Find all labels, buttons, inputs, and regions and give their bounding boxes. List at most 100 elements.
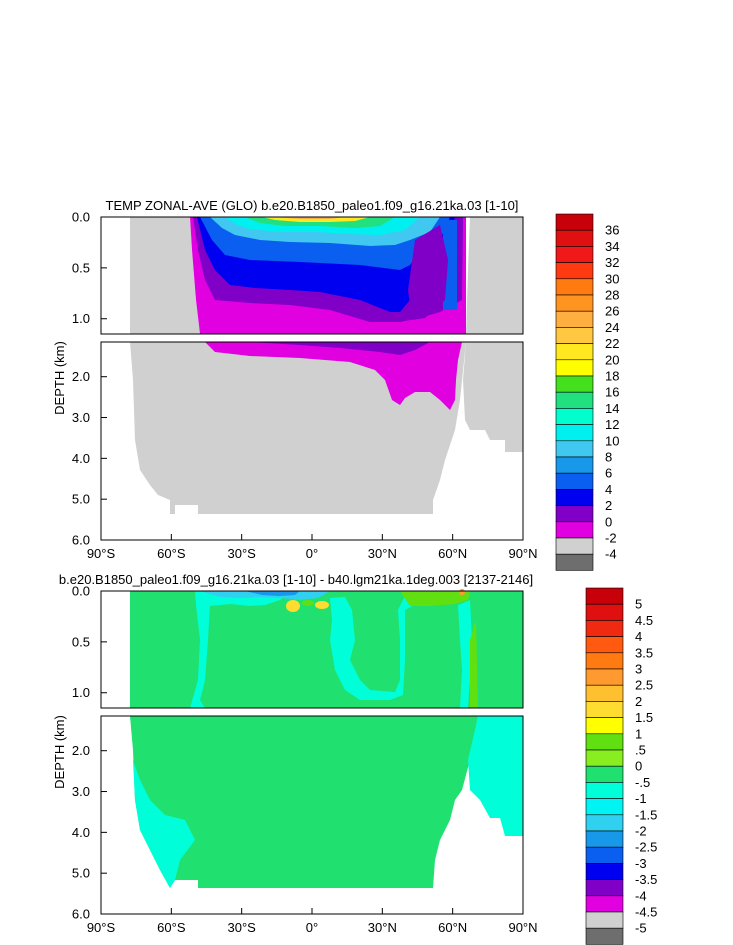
panel2-colorbar-label: 4.5 xyxy=(635,613,653,628)
panel2-ylabel: DEPTH (km) xyxy=(52,715,67,789)
panel1-title: TEMP ZONAL-AVE (GLO) b.e20.B1850_paleo1.… xyxy=(106,198,519,213)
temp-field-north-purple xyxy=(408,225,448,320)
panel2-colorbar-swatch xyxy=(585,701,624,718)
panel2-colorbar-swatch xyxy=(585,765,624,783)
panel1-colorbar-label: 32 xyxy=(605,255,619,270)
panel2-x-tick-label: 0° xyxy=(306,920,318,935)
panel2-upper-frame xyxy=(100,590,524,709)
diff-hot-spot xyxy=(459,589,465,595)
panel2-colorbar-swatch xyxy=(585,733,624,751)
panel2-colorbar-swatch xyxy=(585,846,624,864)
panel2-x-tick-label: 60°S xyxy=(157,920,186,935)
panel1-x-tick-label: 0° xyxy=(306,546,318,561)
panel2-colorbar-label: 0 xyxy=(635,759,642,774)
panel1-colorbar-swatch xyxy=(555,408,594,425)
panel2-colorbar-label: .5 xyxy=(635,743,646,758)
panel1-colorbar-label: 20 xyxy=(605,352,619,367)
panel2-colorbar-label: -.5 xyxy=(635,775,650,790)
panel1-colorbar-label: -2 xyxy=(605,531,617,546)
panel1-colorbar-label: 28 xyxy=(605,288,619,303)
panel1-colorbar-label: 10 xyxy=(605,433,619,448)
panel2-colorbar-label: -2 xyxy=(635,824,647,839)
panel1-colorbar-swatch xyxy=(555,278,594,296)
panel2-colorbar-swatch xyxy=(585,587,624,605)
panel2-colorbar-swatch xyxy=(585,830,624,848)
panel1-colorbar-swatch xyxy=(555,537,594,555)
panel2-y-ticks: 0.0 0.5 1.0 2.0 3.0 4.0 5.0 6.0 xyxy=(72,584,107,922)
panel1-colorbar-label: 34 xyxy=(605,239,619,254)
panel1-x-ticks: 90°S 60°S 30°S 0° 30°N 60°N 90°N xyxy=(87,534,538,561)
panel1-x-tick-label: 60°N xyxy=(438,546,467,561)
panel2-lower-plot xyxy=(100,715,524,915)
panel2-y-tick-label: 6.0 xyxy=(72,907,90,922)
panel2-y-tick-label: 2.0 xyxy=(72,743,90,758)
panel1-colorbar-swatch xyxy=(555,440,594,458)
panel1-x-tick-label: 90°S xyxy=(87,546,116,561)
diff-field-north-cap xyxy=(470,620,478,708)
panel1-y-tick-label: 0.0 xyxy=(72,210,90,225)
panel1-colorbar-label: 8 xyxy=(605,450,612,465)
panel1-lower-plot xyxy=(100,341,524,541)
panel2-x-tick-label: 30°N xyxy=(368,920,397,935)
panel1-colorbar-label: 26 xyxy=(605,304,619,319)
panel1-colorbar-label: 0 xyxy=(605,514,612,529)
panel1-colorbar-swatch xyxy=(555,391,594,409)
panel1-colorbar-swatch xyxy=(555,343,594,361)
panel2-colorbar-swatch xyxy=(585,652,624,670)
panel2-colorbar-swatch xyxy=(585,749,624,767)
panel1-upper-plot xyxy=(100,216,524,335)
panel1-colorbar-swatch xyxy=(555,246,594,263)
panel1-colorbar-swatch xyxy=(555,262,594,280)
panel1-colorbar-swatch xyxy=(555,294,594,312)
panel2-colorbar-swatch xyxy=(585,603,624,621)
diff-field-cyan-south xyxy=(190,591,290,708)
panel1-colorbar-label: 24 xyxy=(605,320,619,335)
panel2-y-tick-label: 5.0 xyxy=(72,866,90,881)
panel2-upper-plot xyxy=(100,589,524,709)
panel1-colorbar-label: 12 xyxy=(605,417,619,432)
panel1-colorbar-swatch xyxy=(555,375,594,393)
panel1-colorbar-swatch xyxy=(555,327,594,344)
panel1-lower-north-mask xyxy=(463,342,523,452)
diff-field-cyan-mid xyxy=(330,594,440,700)
panel1-y-tick-label: 0.5 xyxy=(72,260,90,275)
panel2-colorbar-swatch xyxy=(585,620,624,637)
panel2-colorbar-swatch xyxy=(585,911,624,929)
panel2-colorbar-swatch xyxy=(585,668,624,686)
panel2-colorbar-swatch xyxy=(585,895,624,913)
panel1-y-tick-label: 4.0 xyxy=(72,451,90,466)
panel2-upper-mask-south xyxy=(101,591,130,708)
panel1-x-tick-label: 60°S xyxy=(157,546,186,561)
panel2-colorbar-label: 1.5 xyxy=(635,710,653,725)
diff-lower-cyan-south xyxy=(133,760,195,888)
panel2-x-ticks: 90°S 60°S 30°S 0° 30°N 60°N 90°N xyxy=(87,908,538,935)
panel1-colorbar-swatch xyxy=(555,505,594,523)
panel1-colorbar-swatch xyxy=(555,521,594,539)
panel2-colorbar: 54.543.532.521.51.50-.5-1-1.5-2-2.5-3-3.… xyxy=(585,587,657,945)
panel1-y-tick-label: 6.0 xyxy=(72,533,90,548)
panel1-ylabel: DEPTH (km) xyxy=(52,341,67,415)
panel1-colorbar-label: 14 xyxy=(605,401,619,416)
panel1-colorbar-label: 6 xyxy=(605,466,612,481)
panel1-y-tick-label: 5.0 xyxy=(72,492,90,507)
panel2-colorbar-label: -3.5 xyxy=(635,872,657,887)
panel1-colorbar-swatch xyxy=(555,229,594,247)
panel1-lower-magenta-cap xyxy=(205,342,462,410)
panel1-colorbar-swatch xyxy=(555,213,594,231)
panel1-colorbar-label: -4 xyxy=(605,547,617,562)
panel2-colorbar-label: -3 xyxy=(635,856,647,871)
difference-panel: b.e20.B1850_paleo1.f09_g16.21ka.03 [1-10… xyxy=(52,572,657,945)
panel2-y-tick-label: 3.0 xyxy=(72,784,90,799)
diff-field-green xyxy=(130,591,523,708)
panel1-colorbar-label: 22 xyxy=(605,336,619,351)
panel2-y-tick-label: 4.0 xyxy=(72,825,90,840)
panel2-colorbar-label: 3 xyxy=(635,662,642,677)
panel1-colorbar-swatch xyxy=(555,489,594,506)
panel1-colorbar-label: 16 xyxy=(605,385,619,400)
panel2-colorbar-label: -4 xyxy=(635,888,647,903)
panel2-colorbar-swatch xyxy=(585,717,624,735)
panel1-colorbar-label: 18 xyxy=(605,369,619,384)
panel1-x-tick-label: 30°S xyxy=(227,546,256,561)
